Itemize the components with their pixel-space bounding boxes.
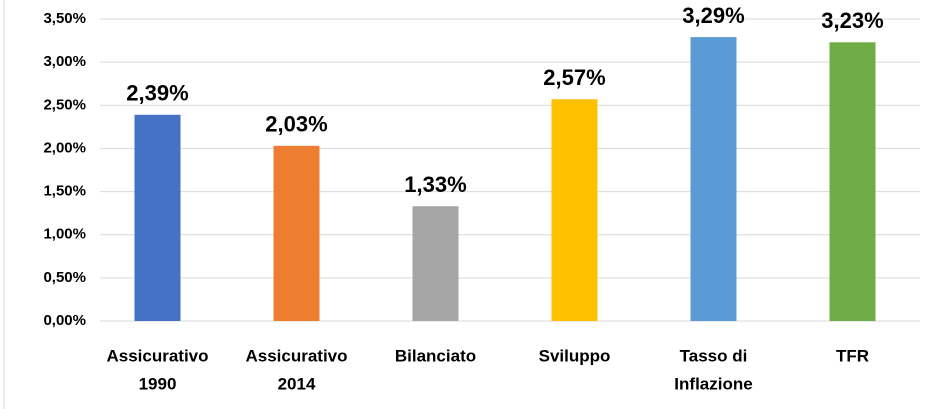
- y-tick-label: 2,00%: [43, 139, 86, 156]
- value-label: 2,57%: [543, 65, 605, 90]
- y-tick-label: 2,50%: [43, 96, 86, 113]
- x-tick-label: Inflazione: [674, 374, 752, 393]
- value-label: 3,29%: [682, 3, 744, 28]
- x-tick-label: Tasso di: [680, 346, 748, 365]
- value-label: 1,33%: [404, 172, 466, 197]
- y-tick-label: 0,50%: [43, 269, 86, 286]
- bar: [551, 99, 598, 321]
- x-tick-label: Assicurativo: [245, 346, 347, 365]
- y-tick-label: 3,00%: [43, 53, 86, 70]
- value-label: 2,39%: [126, 81, 188, 106]
- x-tick-label: 2014: [278, 374, 316, 393]
- x-tick-label: Assicurativo: [106, 346, 208, 365]
- y-tick-label: 1,00%: [43, 226, 86, 243]
- x-tick-label: 1990: [139, 374, 177, 393]
- y-tick-label: 3,50%: [43, 10, 86, 27]
- bar: [134, 114, 181, 321]
- bar: [690, 37, 737, 322]
- x-tick-label: Sviluppo: [539, 346, 611, 365]
- bar: [829, 42, 876, 321]
- y-tick-label: 0,00%: [43, 312, 86, 329]
- y-tick-label: 1,50%: [43, 183, 86, 200]
- x-tick-label: Bilanciato: [395, 346, 476, 365]
- value-label: 3,23%: [821, 8, 883, 33]
- bar: [273, 145, 320, 321]
- bar: [412, 206, 459, 321]
- value-label: 2,03%: [265, 112, 327, 137]
- x-tick-label: TFR: [836, 346, 869, 365]
